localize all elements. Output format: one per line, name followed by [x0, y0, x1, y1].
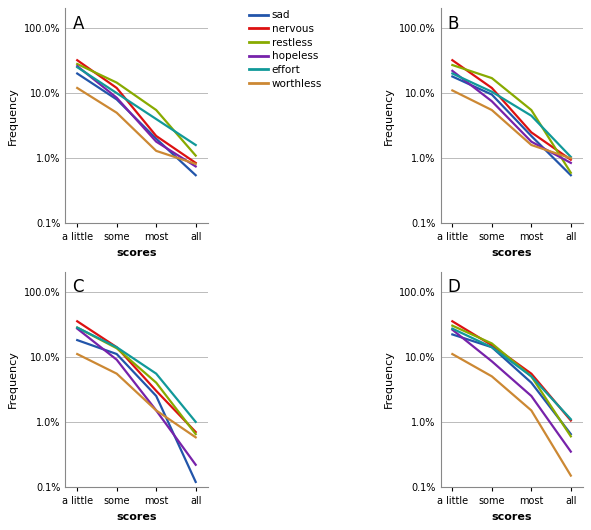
- X-axis label: scores: scores: [491, 511, 532, 522]
- Y-axis label: Frequency: Frequency: [384, 350, 394, 409]
- Legend: sad, nervous, restless, hopeless, effort, worthless: sad, nervous, restless, hopeless, effort…: [248, 9, 323, 90]
- X-axis label: scores: scores: [116, 511, 157, 522]
- X-axis label: scores: scores: [116, 248, 157, 258]
- Y-axis label: Frequency: Frequency: [8, 87, 18, 145]
- Text: C: C: [73, 278, 84, 296]
- X-axis label: scores: scores: [491, 248, 532, 258]
- Y-axis label: Frequency: Frequency: [384, 87, 394, 145]
- Text: A: A: [73, 15, 84, 33]
- Text: D: D: [447, 278, 460, 296]
- Text: B: B: [447, 15, 459, 33]
- Y-axis label: Frequency: Frequency: [8, 350, 18, 409]
